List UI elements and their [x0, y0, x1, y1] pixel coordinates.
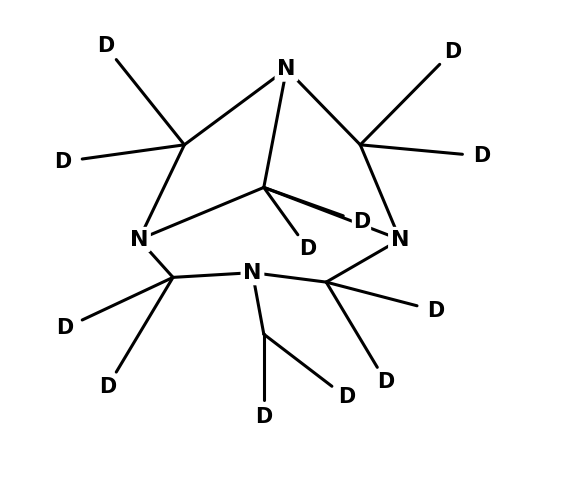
Text: D: D [56, 318, 73, 338]
Text: N: N [243, 262, 262, 283]
Text: D: D [427, 301, 445, 321]
Text: D: D [99, 377, 116, 397]
Text: N: N [129, 229, 148, 250]
Text: N: N [277, 59, 296, 79]
Text: D: D [300, 239, 317, 259]
Text: D: D [353, 212, 370, 232]
Text: D: D [444, 42, 461, 61]
Text: D: D [54, 152, 71, 172]
Text: D: D [338, 388, 355, 408]
Text: D: D [378, 372, 395, 392]
Text: N: N [391, 229, 409, 250]
Text: D: D [473, 146, 490, 166]
Text: D: D [97, 36, 114, 56]
Text: D: D [255, 407, 272, 427]
